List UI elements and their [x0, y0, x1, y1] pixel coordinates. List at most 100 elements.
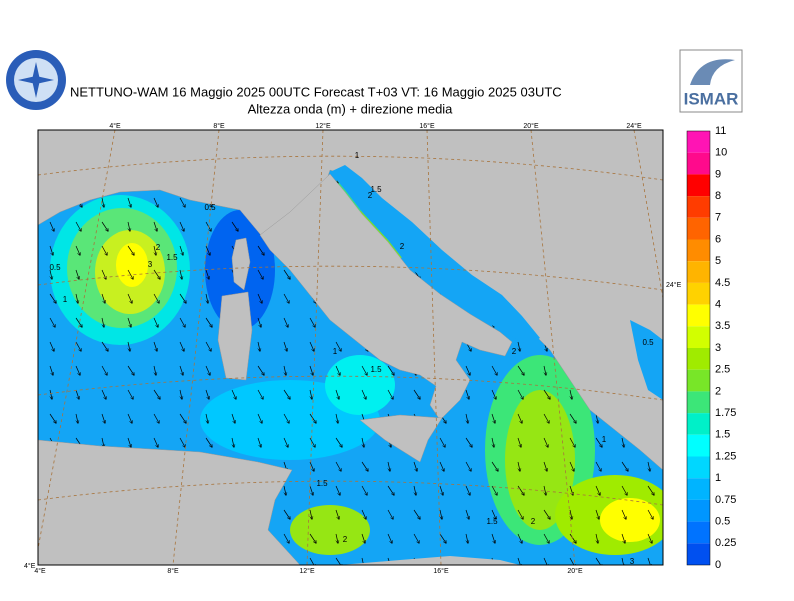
arrow: [491, 437, 494, 447]
sea-adriatic: [330, 165, 540, 345]
arrow: [335, 509, 339, 519]
arrow: [205, 245, 210, 255]
arrow: [179, 413, 186, 423]
contour-label: 2: [531, 517, 536, 526]
arrow: [49, 293, 56, 303]
arrow: [283, 413, 289, 423]
contour-label: 1.5: [370, 185, 382, 194]
arrow: [49, 341, 54, 351]
arrow: [543, 413, 549, 423]
arrow: [75, 269, 79, 279]
arrow: [491, 389, 496, 399]
arrow: [179, 293, 186, 303]
arrow: [569, 509, 572, 519]
colorbar-label: 2: [715, 385, 721, 397]
colorbar-label: 3.5: [715, 320, 730, 332]
colorbar-band: [687, 434, 710, 457]
arrow: [127, 413, 132, 423]
arrow: [257, 245, 264, 255]
colorbar-band: [687, 152, 710, 175]
arrow: [231, 413, 235, 423]
arrow: [309, 389, 312, 399]
arrow: [517, 389, 523, 399]
arrow: [465, 389, 469, 399]
arrow: [439, 437, 445, 447]
arrow: [283, 269, 290, 279]
lon-label: 16°E: [433, 567, 449, 575]
arrow: [647, 485, 654, 495]
arrow: [127, 293, 132, 303]
sea-aegean: [630, 320, 663, 400]
arrow: [387, 365, 394, 375]
title: NETTUNO-WAM 16 Maggio 2025 00UTC Forecas…: [70, 84, 562, 99]
colorbar-band: [687, 326, 710, 348]
sea-zone: [116, 243, 148, 287]
arrow: [491, 485, 497, 495]
arrow: [335, 341, 341, 351]
sea-zone: [325, 355, 395, 415]
arrow: [231, 389, 236, 399]
arrow: [153, 245, 156, 255]
colorbar-frame: [686, 130, 711, 566]
colorbar-band: [687, 217, 710, 240]
corner-label: 4°E: [24, 562, 36, 570]
arrow: [75, 341, 81, 351]
contour-label: 3: [630, 557, 635, 566]
colorbar-band: [687, 131, 710, 153]
arrow: [595, 557, 602, 565]
arrow: [179, 221, 184, 231]
arrow: [153, 365, 156, 375]
colorbar-band: [687, 456, 710, 479]
contour-label: 0.5: [204, 203, 216, 212]
arrow: [283, 293, 289, 303]
meridian: [633, 130, 663, 301]
arrow: [205, 365, 210, 375]
arrow: [569, 461, 574, 471]
colorbar-label: 0: [715, 559, 721, 571]
arrow: [517, 413, 522, 423]
arrow: [49, 245, 53, 255]
arrow: [179, 317, 185, 327]
arrow: [309, 341, 314, 351]
arrow: [543, 461, 547, 471]
arrow: [621, 557, 624, 565]
island: [217, 291, 253, 381]
arrow: [569, 557, 575, 565]
lon-label: 8°E: [167, 567, 179, 575]
arrow: [101, 437, 104, 447]
arrow: [595, 461, 601, 471]
arrow: [595, 533, 598, 543]
arrow: [179, 245, 183, 255]
arrow: [491, 533, 495, 543]
arrow: [257, 413, 262, 423]
arrow: [127, 317, 131, 327]
arrow: [491, 461, 498, 471]
arrow: [231, 221, 238, 231]
meridian: [172, 130, 220, 565]
arrow: [179, 197, 185, 207]
arrow: [283, 509, 290, 519]
lon-label: 20°E: [523, 122, 539, 130]
arrow: [569, 533, 576, 543]
lon-label: 20°E: [567, 567, 583, 575]
colorbar-label: 1: [715, 472, 721, 484]
arrow: [153, 389, 160, 399]
arrow: [127, 197, 131, 207]
arrow: [101, 365, 107, 375]
sea-zone: [290, 505, 370, 555]
arrow: [283, 437, 288, 447]
arrow: [517, 437, 521, 447]
lon-label: 12°E: [299, 567, 315, 575]
colorbar-band: [687, 304, 710, 327]
arrow: [205, 341, 211, 351]
parallel: [38, 375, 663, 401]
arrow: [517, 509, 523, 519]
arrow: [335, 485, 340, 495]
arrow: [153, 197, 158, 207]
arrow: [413, 533, 419, 543]
contour-label: 0.5: [49, 263, 61, 272]
arrow: [335, 461, 341, 471]
arrow: [75, 221, 81, 231]
arrow: [49, 269, 52, 279]
